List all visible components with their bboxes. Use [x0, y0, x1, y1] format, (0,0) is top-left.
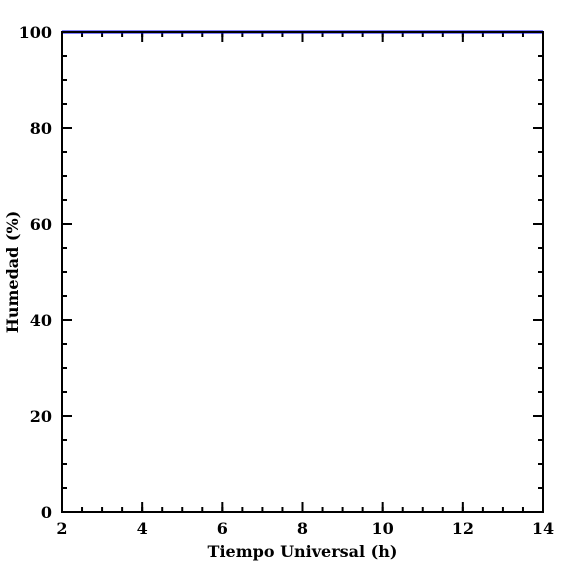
y-axis-label: Humedad (%) [3, 211, 22, 334]
axis-ticks [61, 31, 544, 513]
plot-frame [61, 31, 544, 513]
y-tick-label: 20 [30, 407, 52, 426]
y-tick-label: 80 [30, 119, 52, 138]
x-tick-label: 2 [56, 519, 67, 538]
y-tick-label: 40 [30, 311, 52, 330]
x-tick-label: 4 [137, 519, 148, 538]
x-tick-label: 6 [217, 519, 228, 538]
x-tick-label: 8 [297, 519, 308, 538]
x-axis-label: Tiempo Universal (h) [208, 542, 398, 561]
y-tick-label: 100 [19, 23, 52, 42]
y-tick-label: 60 [30, 215, 52, 234]
x-tick-label: 14 [532, 519, 554, 538]
x-tick-label: 10 [372, 519, 394, 538]
y-tick-label: 0 [41, 503, 52, 522]
x-tick-label: 12 [452, 519, 474, 538]
tick-labels: 2 4 6 8 10 12 14 0 20 40 60 80 100 [19, 23, 555, 538]
